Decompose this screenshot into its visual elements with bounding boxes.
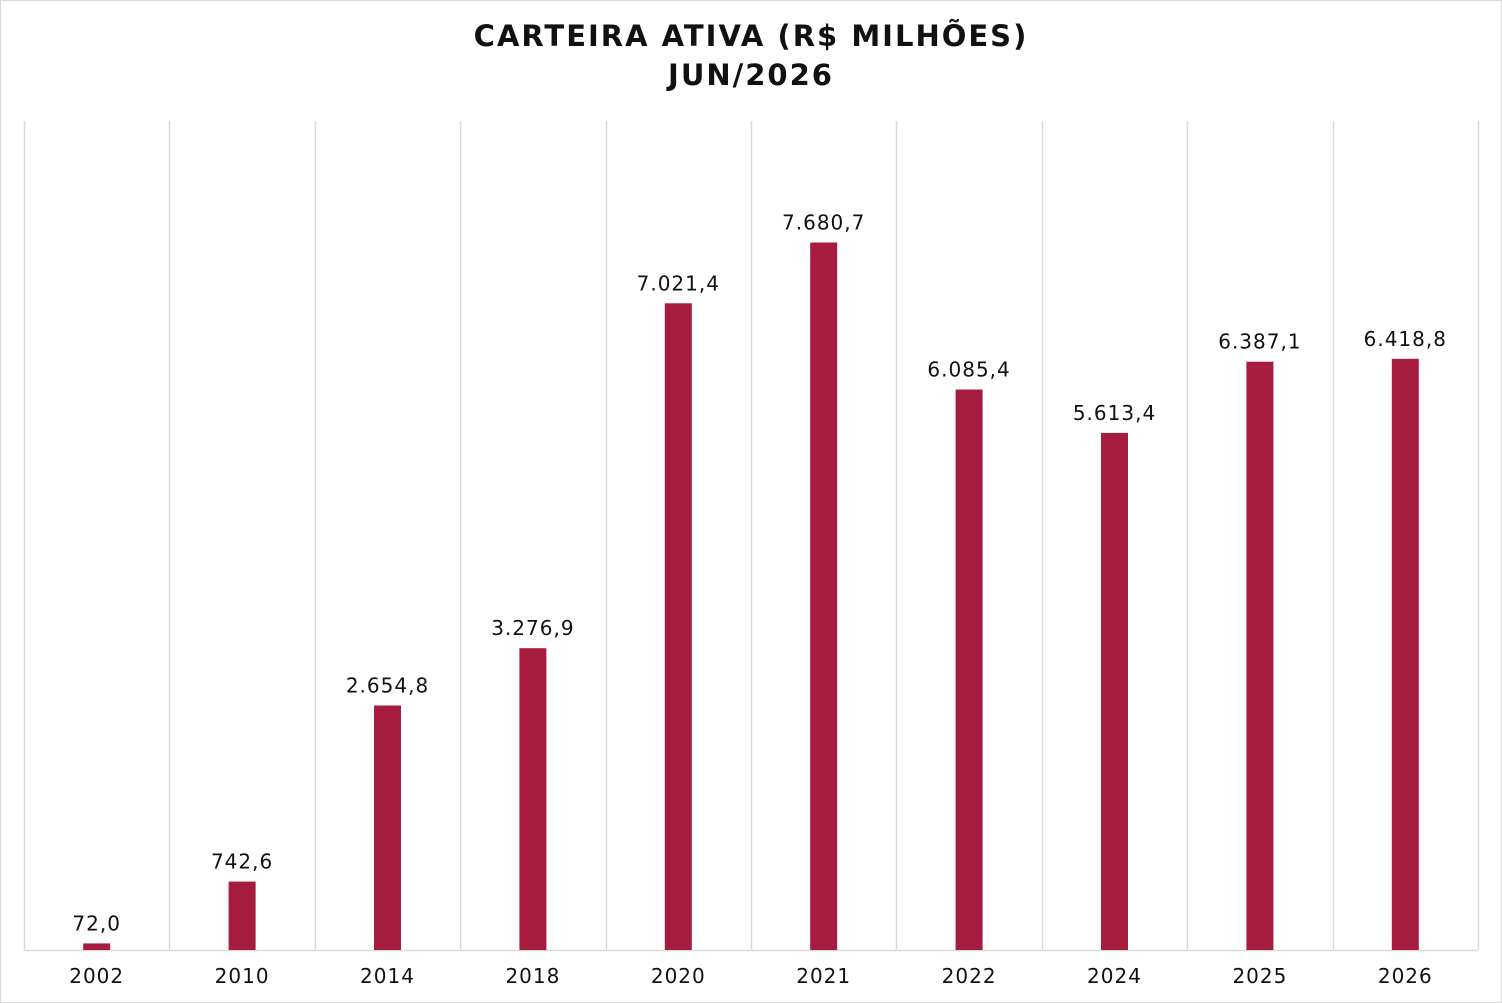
x-tick-label: 2002 [69,964,124,988]
bar [955,389,983,950]
data-label: 6.085,4 [927,358,1010,382]
data-label: 7.680,7 [782,211,865,235]
x-tick-label: 2025 [1232,964,1287,988]
data-label: 7.021,4 [637,271,720,295]
data-label: 72,0 [72,911,121,935]
bar [83,943,111,950]
x-tick-label: 2026 [1378,964,1433,988]
data-label: 3.276,9 [491,616,574,640]
x-tick-label: 2014 [360,964,415,988]
bar [664,303,692,950]
bar [228,881,256,950]
x-tick-label: 2021 [796,964,851,988]
x-tick-label: 2018 [505,964,560,988]
data-label: 742,6 [211,850,273,874]
chart-title: CARTEIRA ATIVA (R$ MILHÕES) [473,19,1029,53]
bar [1246,361,1274,950]
chart-subtitle: JUN/2026 [668,58,834,92]
bar [1101,432,1128,950]
bar [519,648,547,950]
data-label: 6.387,1 [1218,330,1301,354]
x-tick-label: 2022 [942,964,997,988]
data-label: 6.418,8 [1364,327,1447,351]
x-tick-label: 2020 [651,964,706,988]
data-label: 2.654,8 [346,674,429,698]
bar [1391,358,1419,950]
bar [374,705,401,950]
bar [810,242,838,950]
data-label: 5.613,4 [1073,401,1156,425]
x-tick-label: 2024 [1087,964,1142,988]
x-tick-label: 2010 [215,964,270,988]
